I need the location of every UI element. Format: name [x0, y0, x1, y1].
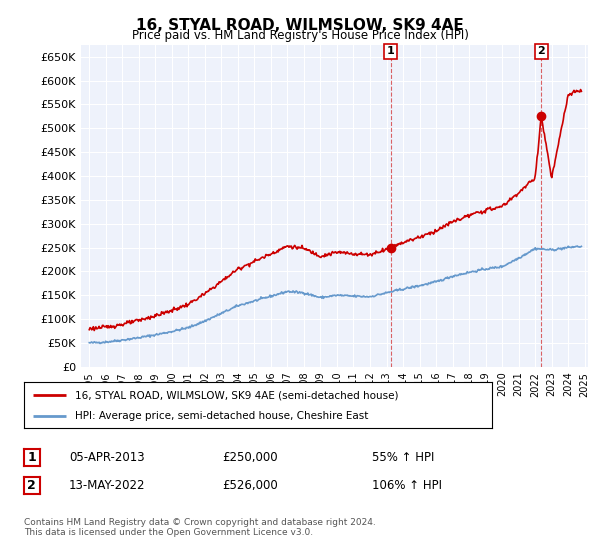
Text: 16, STYAL ROAD, WILMSLOW, SK9 4AE (semi-detached house): 16, STYAL ROAD, WILMSLOW, SK9 4AE (semi-…	[76, 390, 399, 400]
Text: HPI: Average price, semi-detached house, Cheshire East: HPI: Average price, semi-detached house,…	[76, 410, 369, 421]
Text: £250,000: £250,000	[222, 451, 278, 464]
Text: £526,000: £526,000	[222, 479, 278, 492]
Text: 16, STYAL ROAD, WILMSLOW, SK9 4AE: 16, STYAL ROAD, WILMSLOW, SK9 4AE	[136, 18, 464, 33]
Text: 1: 1	[387, 46, 395, 57]
Text: 106% ↑ HPI: 106% ↑ HPI	[372, 479, 442, 492]
Text: Contains HM Land Registry data © Crown copyright and database right 2024.
This d: Contains HM Land Registry data © Crown c…	[24, 518, 376, 538]
Text: Price paid vs. HM Land Registry's House Price Index (HPI): Price paid vs. HM Land Registry's House …	[131, 29, 469, 42]
Text: 1: 1	[28, 451, 36, 464]
Text: 2: 2	[538, 46, 545, 57]
Text: 2: 2	[28, 479, 36, 492]
Text: 05-APR-2013: 05-APR-2013	[69, 451, 145, 464]
Text: 55% ↑ HPI: 55% ↑ HPI	[372, 451, 434, 464]
Text: 13-MAY-2022: 13-MAY-2022	[69, 479, 146, 492]
